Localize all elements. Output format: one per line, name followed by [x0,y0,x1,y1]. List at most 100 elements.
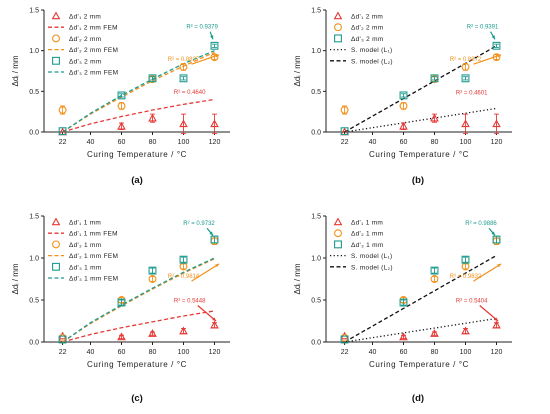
x-tick-label: 100 [460,139,472,146]
data-point [210,41,219,50]
x-tick-label: 100 [460,349,472,356]
y-tick-label: 0.0 [311,130,321,137]
legend-marker [334,34,342,43]
x-tick-label: 120 [209,349,221,356]
data-point [117,91,126,100]
x-tick-label: 100 [178,349,190,356]
legend-label: Δd'₃ 1 mm [69,264,102,271]
data-point [430,113,439,122]
r-squared-label: R² = 0.8827 [168,57,200,63]
arrow-head [497,263,502,268]
data-point [430,266,439,275]
x-tick-label: 60 [118,349,126,356]
panel-caption: (a) [131,175,143,186]
r-squared-label: R² = 0.9814 [168,274,200,280]
data-point [210,235,219,244]
y-axis-label: Δdᵢ / mm [11,263,20,294]
fit-line [344,317,497,343]
data-point [430,329,439,337]
data-point [210,119,219,128]
data-point [117,121,126,130]
chart-panel: 0.0 0.5 1.0 1.5 22 40 60 80 100 120 Curing Tempera… [293,214,512,404]
chart-panel: 0.0 0.5 1.0 1.5 22 40 60 80 100 120 Curing Tempera… [293,8,512,186]
legend-label: S. model (L₂) [351,58,393,65]
data-point [399,298,408,307]
legend-label: Δd'₃ 1 mm FEM [69,276,118,283]
legend-marker [52,34,60,43]
x-tick-label: 40 [369,139,377,146]
legend-label: Δd'₂ 1 mm [351,231,383,238]
y-tick-label: 1.0 [29,256,39,263]
legend-label: Δd'₁ 1 mm [351,220,383,227]
legend-label: Δd'₂ 1 mm FEM [69,253,118,260]
legend-marker [51,11,61,20]
data-point [117,332,126,341]
x-axis-label: Curing Temperature / °C [369,150,469,159]
y-tick-label: 0.0 [29,130,39,137]
data-point [148,113,157,122]
y-tick-label: 0.5 [29,298,39,305]
legend-label: Δd'₁ 2 mm [69,14,101,21]
data-point [340,335,349,344]
legend-marker [334,23,342,32]
r-squared-label: R² = 0.8872 [450,57,482,63]
data-point [148,329,157,337]
data-point [148,74,157,83]
legend-label: Δd'₃ 2 mm FEM [69,70,118,77]
x-tick-label: 40 [369,349,377,356]
legend-marker [52,56,60,65]
x-tick-label: 40 [87,139,95,146]
x-tick-label: 60 [400,349,408,356]
fit-line [344,45,497,133]
x-tick-label: 80 [149,139,157,146]
annotation-arrow [191,54,220,65]
data-point [461,119,470,128]
arrow-head [494,317,499,321]
panel-caption: (b) [412,175,424,186]
data-point [430,74,439,83]
data-point [148,266,157,275]
y-axis-label: Δdᵢ / mm [293,55,302,86]
r-squared-label: R² = 0.4640 [174,90,206,96]
arrow-head [209,231,213,236]
arrow-head [212,317,217,321]
x-tick-label: 22 [341,139,349,146]
x-axis-label: Curing Temperature / °C [369,360,469,369]
y-tick-label: 0.0 [29,340,39,347]
data-point [58,127,67,136]
r-squared-label: R² = 0.5404 [456,299,488,305]
data-point [179,119,188,128]
data-point [461,62,470,71]
data-point [179,74,188,83]
legend-marker [334,240,342,249]
data-point [179,326,188,335]
y-tick-label: 1.0 [311,256,321,263]
arrow-head [215,54,220,58]
x-tick-label: 120 [491,139,503,146]
r-squared-label: R² = 0.4601 [456,91,488,97]
x-tick-label: 120 [491,349,503,356]
r-squared-label: R² = 0.9391 [467,25,499,31]
data-point [179,62,188,71]
legend-label: Δd'₂ 1 mm [69,242,101,249]
data-point [179,255,188,264]
legend-marker [334,229,342,238]
panel-caption: (d) [412,393,424,404]
data-point [58,335,67,344]
annotation-arrow [473,263,502,282]
x-tick-label: 100 [178,139,190,146]
data-point [58,106,67,114]
x-tick-label: 60 [118,139,126,146]
fit-line [62,98,215,133]
y-tick-label: 1.5 [29,8,39,15]
r-squared-label: R² = 0.9732 [183,221,215,227]
data-point [148,275,157,283]
r-squared-label: R² = 0.5448 [174,299,206,305]
data-point [461,255,470,264]
panel-caption: (c) [131,393,143,404]
legend-marker [333,217,343,226]
fit-line [62,50,215,133]
legend-label: Δd'₁ 2 mm FEM [69,25,118,32]
